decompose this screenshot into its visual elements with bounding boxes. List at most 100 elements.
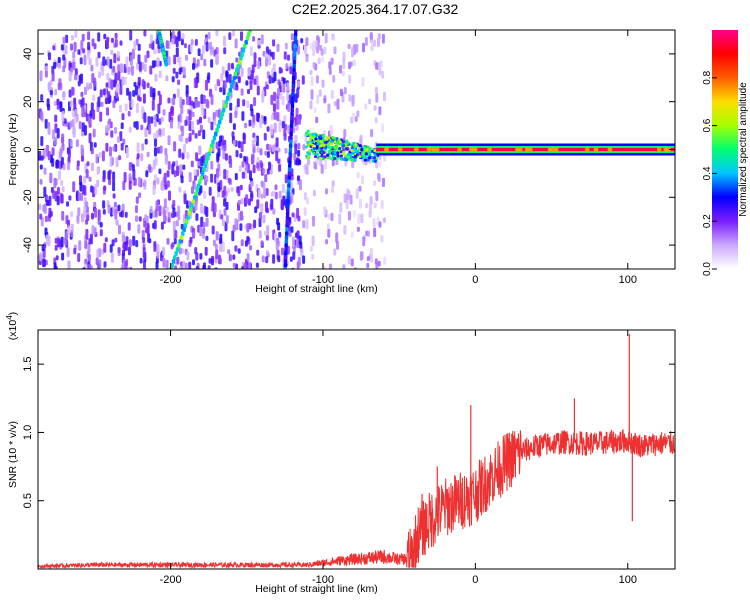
band-peak: [593, 147, 599, 152]
noise-cell: [283, 133, 287, 141]
noise-cell: [225, 169, 229, 180]
cluster-cell: [358, 155, 362, 158]
streak-cell: [228, 87, 232, 93]
noise-cell: [305, 219, 309, 230]
noise-cell: [67, 148, 71, 158]
noise-cell: [54, 237, 58, 244]
noise-cell: [70, 229, 74, 238]
colorbar-step: [712, 35, 738, 39]
noise-cell: [177, 121, 181, 129]
noise-cell: [224, 153, 228, 161]
noise-cell: [114, 38, 118, 48]
colorbar-step: [712, 97, 738, 101]
colorbar-step: [712, 237, 738, 240]
noise-cell: [351, 46, 355, 58]
cluster-cell: [316, 149, 320, 153]
noise-cell: [118, 224, 121, 235]
colorbar-step: [712, 81, 738, 85]
noise-cell: [145, 170, 149, 178]
noise-cell: [119, 40, 123, 46]
noise-cell: [312, 189, 316, 197]
noise-cell: [297, 143, 301, 150]
noise-cell: [188, 132, 192, 142]
noise-cell: [165, 153, 169, 163]
colorbar-step: [712, 69, 738, 73]
noise-cell: [110, 130, 114, 138]
noise-cell: [276, 112, 280, 122]
noise-cell: [176, 88, 180, 98]
noise-cell: [114, 209, 118, 220]
streak-cell: [293, 43, 297, 49]
noise-cell: [194, 98, 198, 109]
noise-cell: [289, 66, 293, 75]
noise-cell: [136, 102, 139, 114]
noise-cell: [59, 268, 61, 269]
noise-cell: [173, 54, 177, 65]
noise-cell: [357, 213, 361, 225]
noise-cell: [172, 199, 176, 207]
noise-cell: [127, 222, 131, 231]
noise-cell: [266, 250, 269, 256]
noise-cell: [234, 173, 238, 181]
streak-cell: [293, 32, 298, 37]
noise-cell: [380, 235, 384, 243]
noise-cell: [373, 105, 377, 111]
noise-cell: [257, 39, 261, 46]
colorbar-step: [712, 101, 738, 105]
y-tick-label: 1.0: [22, 425, 34, 440]
streak-cell: [285, 227, 289, 233]
noise-cell: [51, 147, 55, 156]
noise-cell: [112, 171, 116, 182]
noise-cell: [190, 100, 194, 106]
noise-cell: [81, 106, 85, 118]
colorbar-step: [712, 239, 738, 242]
streak-cell: [211, 139, 215, 145]
noise-cell: [218, 257, 222, 265]
cluster-cell: [342, 144, 345, 148]
colorbar-step: [712, 91, 738, 95]
noise-cell: [120, 122, 124, 130]
noise-cell: [153, 48, 157, 55]
noise-cell: [242, 99, 246, 107]
noise-cell: [101, 150, 105, 162]
noise-cell: [215, 231, 219, 241]
noise-cell: [191, 111, 195, 118]
noise-cell: [211, 255, 214, 263]
noise-cell: [111, 239, 115, 247]
noise-cell: [333, 248, 337, 256]
noise-cell: [158, 205, 162, 217]
noise-cell: [87, 253, 91, 262]
noise-cell: [224, 221, 228, 232]
noise-cell: [191, 186, 194, 194]
noise-cell: [47, 122, 51, 129]
noise-cell: [347, 255, 351, 265]
streak-cell: [284, 239, 289, 245]
cluster-cell: [323, 155, 327, 159]
noise-cell: [186, 251, 190, 261]
noise-cell: [102, 56, 106, 67]
colorbar-step: [712, 135, 738, 139]
noise-cell: [47, 103, 51, 111]
noise-cell: [379, 60, 383, 68]
noise-cell: [215, 249, 219, 260]
noise-cell: [221, 241, 225, 252]
noise-cell: [77, 49, 81, 55]
noise-cell: [84, 239, 88, 249]
colorbar-step: [712, 171, 738, 174]
noise-cell: [152, 184, 156, 195]
noise-cell: [72, 61, 76, 71]
noise-cell: [80, 91, 84, 97]
noise-cell: [255, 135, 259, 147]
noise-cell: [188, 172, 192, 183]
noise-cell: [272, 208, 276, 215]
noise-cell: [67, 260, 71, 269]
noise-cell: [347, 43, 351, 50]
cluster-cell: [338, 147, 341, 150]
noise-cell: [255, 262, 259, 268]
noise-cell: [300, 38, 304, 44]
noise-cell: [318, 89, 322, 97]
noise-cell: [296, 238, 300, 248]
noise-cell: [229, 102, 233, 111]
noise-cell: [136, 159, 139, 167]
